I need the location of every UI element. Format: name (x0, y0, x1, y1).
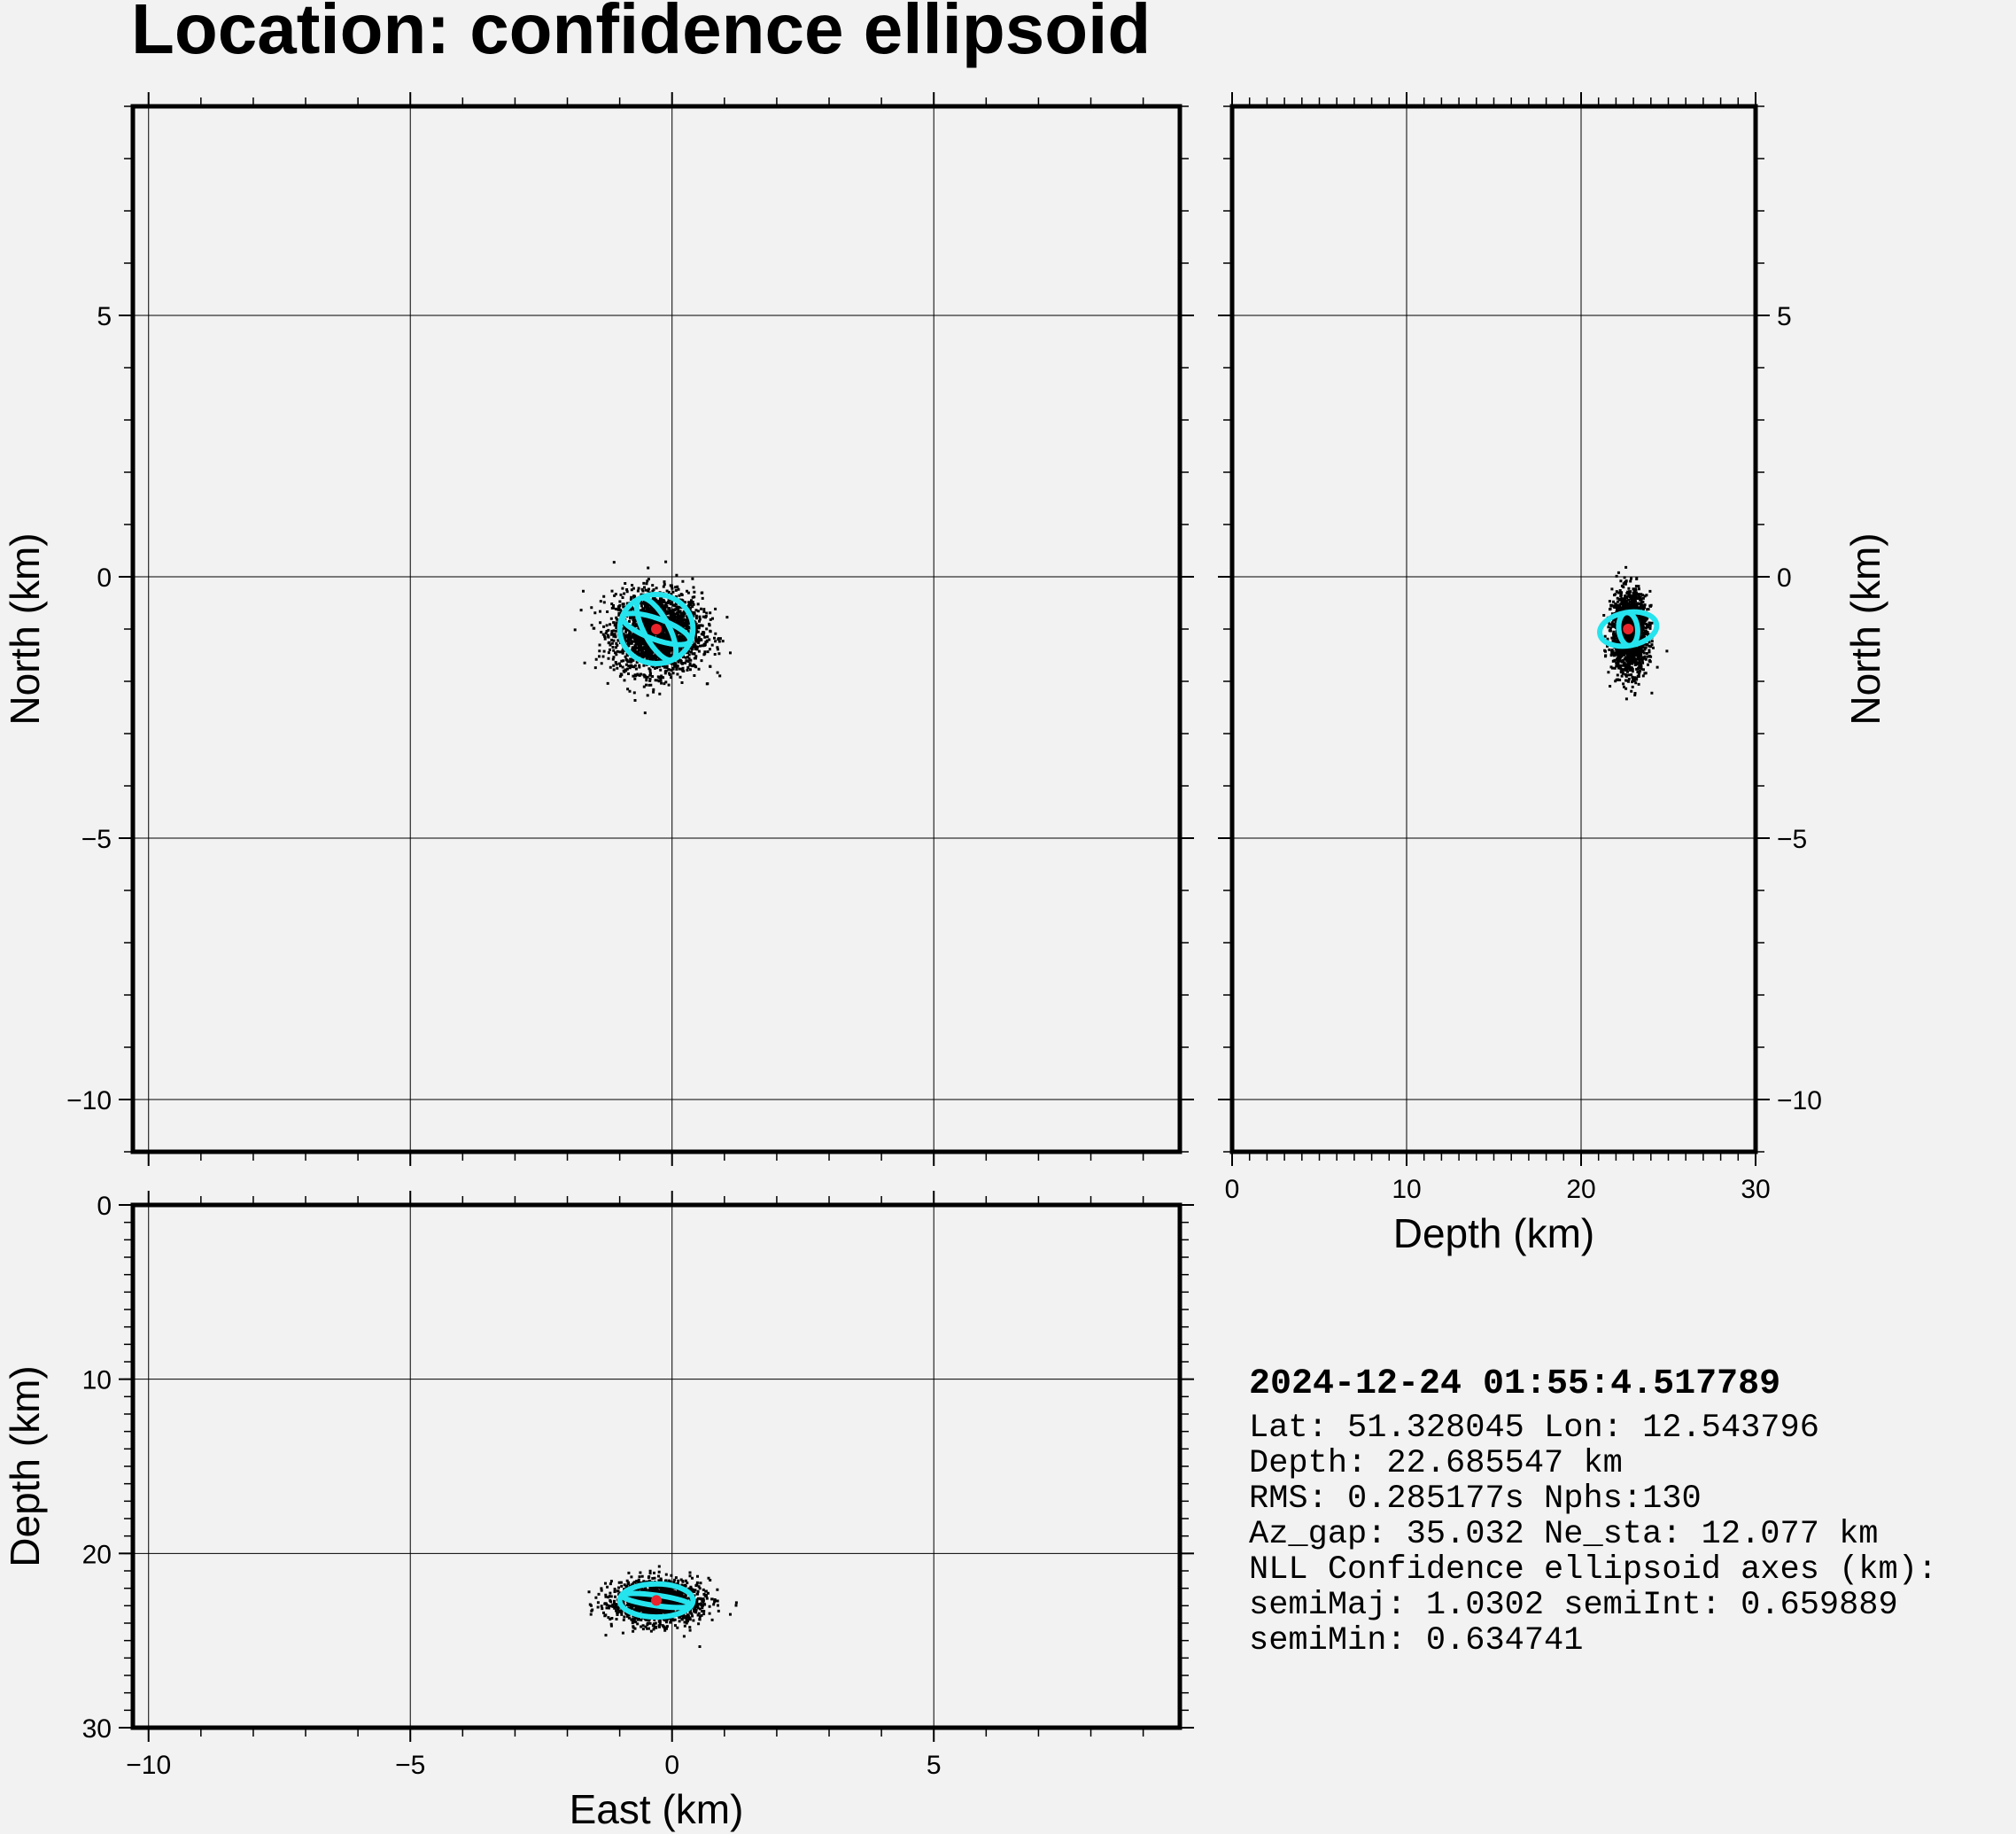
info-line: RMS: 0.285177s Nphs:130 (1249, 1480, 1702, 1518)
x-axis-label: East (km) (570, 1786, 744, 1832)
info-line: semiMaj: 1.0302 semiInt: 0.659889 (1249, 1587, 1898, 1624)
confidence-ellipse (620, 610, 693, 648)
hypocenter-marker (1623, 624, 1634, 634)
info-line: Depth: 22.685547 km (1249, 1445, 1623, 1482)
y-axis-label: Depth (km) (2, 1365, 48, 1566)
x-tick-label: 10 (1392, 1175, 1421, 1204)
y-tick-label: −10 (66, 1086, 112, 1115)
y-tick-label: −10 (1777, 1086, 1822, 1115)
y-axis-label: North (km) (2, 532, 48, 725)
x-tick-label: 30 (1741, 1175, 1770, 1204)
y-tick-label: 5 (97, 302, 112, 331)
confidence-ellipse (633, 594, 679, 664)
east-depth-panel: −10 −5 0 5 0 10 20 30 East (km) Depth (km) (2, 1191, 1194, 1832)
confidence-ellipse (616, 1581, 696, 1620)
y-tick-label: −5 (1777, 825, 1807, 854)
info-line: Lat: 51.328045 Lon: 12.543796 (1249, 1410, 1819, 1447)
y-tick-label: 20 (82, 1540, 112, 1569)
hypocenter-marker (651, 624, 662, 634)
x-tick-label: 0 (1225, 1175, 1240, 1204)
x-tick-label: −10 (126, 1751, 171, 1780)
info-line: semiMin: 0.634741 (1249, 1622, 1583, 1659)
y-tick-label: 0 (1777, 563, 1792, 593)
map-view-panel: −10 −5 0 5 North (km) (2, 92, 1194, 1166)
x-tick-label: 5 (927, 1751, 942, 1780)
info-line: Az_gap: 35.032 Ne_sta: 12.077 km (1249, 1516, 1879, 1553)
confidence-ellipse (616, 592, 696, 666)
x-axis-label: Depth (km) (1393, 1210, 1594, 1256)
info-line: NLL Confidence ellipsoid axes (km): (1249, 1551, 1937, 1589)
hypocenter-marker (651, 1595, 662, 1606)
y-tick-label: 0 (97, 1192, 112, 1221)
depth-north-panel: 0 10 20 30 −10 −5 0 5 Depth (km) North (km) (1218, 92, 1888, 1256)
y-tick-label: −5 (81, 825, 112, 854)
confidence-ellipse (1616, 610, 1640, 649)
plot-frame (130, 1202, 1182, 1730)
x-tick-label: −5 (395, 1751, 425, 1780)
origin-datetime: 2024-12-24 01:55:4.517789 (1249, 1364, 1780, 1404)
x-tick-label: 0 (664, 1751, 679, 1780)
plot-frame (130, 104, 1182, 1154)
plot-area (1232, 106, 1756, 1152)
y-axis-label: North (km) (1842, 532, 1888, 725)
x-tick-label: 20 (1566, 1175, 1595, 1204)
y-tick-label: 0 (97, 563, 112, 593)
y-tick-label: 30 (82, 1714, 112, 1744)
plot-frame (1229, 104, 1758, 1154)
y-tick-label: 10 (82, 1366, 112, 1395)
y-tick-label: 5 (1777, 302, 1792, 331)
event-info: 2024-12-24 01:55:4.517789 Lat: 51.328045… (1249, 1364, 1937, 1659)
plot-area (133, 1205, 1180, 1728)
figure-title: Location: confidence ellipsoid (131, 0, 1151, 68)
